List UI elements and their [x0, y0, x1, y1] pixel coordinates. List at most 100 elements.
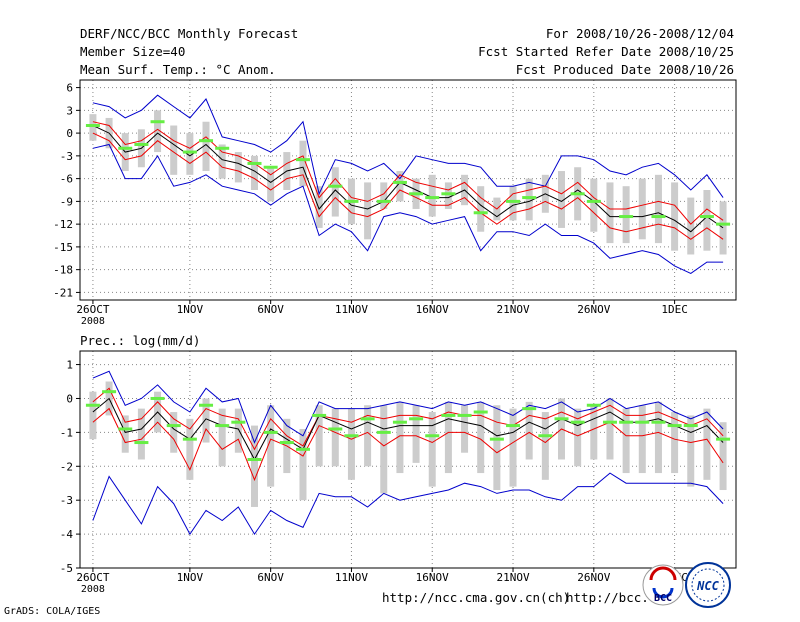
temp-ytick-label: -3	[60, 150, 73, 163]
prec-spread-bar	[590, 405, 598, 460]
prec-ytick-label: -2	[60, 460, 73, 473]
temp-xtick-label: 6NOV	[257, 303, 284, 316]
chart-title: DERF/NCC/BCC Monthly Forecast	[80, 26, 298, 41]
temp-observed-mark	[699, 215, 714, 219]
temp-observed-mark	[134, 142, 149, 146]
ncc-logo: NCC	[685, 562, 731, 608]
prec-line-mean	[92, 397, 724, 461]
prec-observed-mark	[425, 434, 440, 438]
prec-spread-bar	[477, 401, 485, 474]
temp-observed-mark	[473, 211, 488, 215]
prec-spread-bar	[364, 405, 372, 467]
prec-spread-bar	[331, 408, 339, 467]
temp-ytick-label: -12	[53, 218, 73, 231]
prec-observed-mark	[409, 417, 424, 421]
temp-spread-bar	[606, 182, 614, 244]
prec-ytick-label: -3	[60, 494, 73, 507]
prec-observed-mark	[279, 441, 294, 445]
prec-observed-mark	[457, 413, 472, 417]
prec-observed-mark	[231, 420, 246, 424]
prec-ytick-label: -5	[60, 562, 73, 575]
grads-credit: GrADS: COLA/IGES	[4, 606, 100, 617]
temp-observed-mark	[376, 199, 391, 203]
prec-spread-bar	[703, 408, 711, 480]
temp-spread-bar	[638, 178, 646, 240]
temp-observed-mark	[506, 199, 521, 203]
temp-observed-mark	[619, 215, 634, 219]
temp-line-lower	[92, 132, 724, 240]
prec-spread-bar	[251, 425, 259, 507]
prec-ytick-label: -4	[60, 528, 74, 541]
prec-observed-mark	[506, 424, 521, 428]
prec-spread-bar	[574, 408, 582, 467]
temp-spread-bar	[396, 171, 404, 202]
forecast-started-label: Fcst Started Refer Date 2008/10/25	[478, 44, 734, 59]
temp-spread-bar	[687, 197, 695, 255]
prec-xtick-label: 11NOV	[335, 571, 368, 584]
prec-ytick-label: 0	[66, 392, 73, 405]
prec-spread-bar	[509, 408, 517, 487]
temp-spread-bar	[525, 178, 533, 221]
prec-spread-bar	[428, 412, 436, 487]
prec-spread-bar	[671, 412, 679, 474]
prec-observed-mark	[134, 441, 149, 445]
prec-observed-mark	[247, 458, 262, 461]
prec-spread-bar	[444, 401, 452, 474]
prec-observed-mark	[586, 403, 601, 407]
prec-observed-mark	[344, 434, 359, 438]
temp-plot-area	[80, 80, 736, 300]
prec-observed-mark	[295, 447, 310, 451]
temp-spread-bar	[380, 182, 388, 209]
prec-spread-bar	[89, 391, 97, 440]
prec-ytick-label: 1	[66, 359, 73, 372]
prec-spread-bar	[121, 415, 129, 453]
prec-observed-mark	[102, 390, 117, 394]
prec-spread-bar	[719, 422, 727, 491]
prec-observed-mark	[473, 410, 488, 414]
prec-plot-area	[80, 351, 736, 568]
bcc-url-link[interactable]: http://bcc.c	[566, 590, 656, 605]
temp-xtick-label: 16NOV	[416, 303, 449, 316]
prec-observed-mark	[166, 424, 181, 428]
prec-observed-mark	[328, 427, 343, 431]
prec-xtick-label: 21NOV	[496, 571, 529, 584]
temp-ytick-label: 6	[66, 82, 73, 95]
prec-spread-bar	[347, 408, 355, 480]
temp-spread-bar	[251, 155, 259, 190]
temp-xtick-label: 26NOV	[577, 303, 610, 316]
prec-xtick-sublabel: 2008	[81, 584, 105, 595]
prec-observed-mark	[392, 420, 407, 424]
temp-observed-mark	[328, 184, 343, 188]
prec-spread-bar	[267, 405, 275, 487]
prec-observed-mark	[554, 417, 569, 421]
temp-spread-bar	[590, 178, 598, 232]
prec-observed-mark	[118, 427, 133, 431]
temp-observed-mark	[85, 124, 100, 128]
temp-ytick-label: -15	[53, 241, 73, 254]
temp-spread-bar	[477, 186, 485, 232]
temp-xtick-label: 1DEC	[661, 303, 688, 316]
member-size-label: Member Size=40	[80, 44, 185, 59]
prec-spread-bar	[622, 408, 630, 474]
temp-observed-mark	[586, 199, 601, 203]
prec-xtick-label: 26OCT	[76, 571, 109, 584]
prec-xtick-label: 16NOV	[416, 571, 449, 584]
temp-observed-mark	[215, 146, 230, 150]
temp-observed-mark	[441, 192, 456, 196]
prec-spread-bar	[654, 401, 662, 474]
prec-observed-mark	[651, 420, 666, 424]
prec-observed-mark	[85, 403, 100, 407]
temp-ytick-label: -9	[60, 195, 73, 208]
ncc-url-link[interactable]: http://ncc.cma.gov.cn(ch)	[382, 590, 570, 605]
temp-ytick-label: 0	[66, 127, 73, 140]
forecast-produced-label: Fcst Produced Date 2008/10/26	[516, 62, 734, 77]
prec-spread-bar	[137, 408, 145, 460]
prec-observed-mark	[602, 420, 617, 424]
prec-observed-mark	[683, 424, 698, 428]
temp-line-min	[92, 143, 724, 274]
prec-spread-bar	[687, 415, 695, 487]
prec-xtick-label: 6NOV	[257, 571, 284, 584]
prec-observed-mark	[199, 403, 214, 407]
